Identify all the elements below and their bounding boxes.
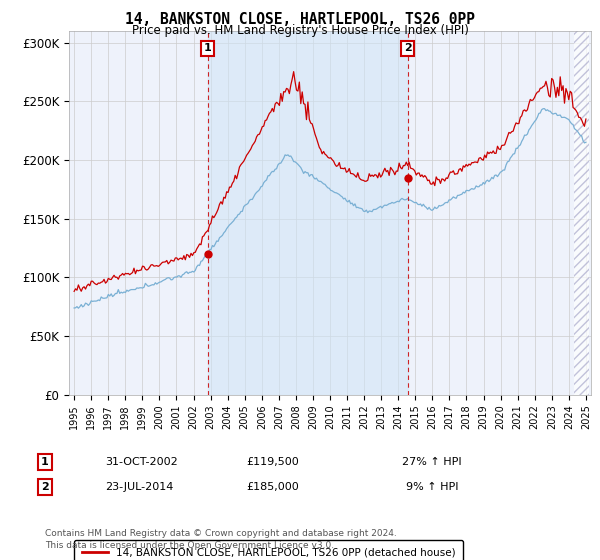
Text: 27% ↑ HPI: 27% ↑ HPI bbox=[402, 457, 462, 467]
Legend: 14, BANKSTON CLOSE, HARTLEPOOL, TS26 0PP (detached house), HPI: Average price, d: 14, BANKSTON CLOSE, HARTLEPOOL, TS26 0PP… bbox=[74, 540, 463, 560]
Text: 1: 1 bbox=[204, 44, 212, 53]
Text: Price paid vs. HM Land Registry's House Price Index (HPI): Price paid vs. HM Land Registry's House … bbox=[131, 24, 469, 37]
Bar bbox=[208, 31, 407, 395]
Text: 31-OCT-2002: 31-OCT-2002 bbox=[105, 457, 178, 467]
Text: 2: 2 bbox=[41, 482, 49, 492]
Text: £119,500: £119,500 bbox=[247, 457, 299, 467]
Text: 2: 2 bbox=[404, 44, 412, 53]
Text: 23-JUL-2014: 23-JUL-2014 bbox=[105, 482, 173, 492]
Text: 9% ↑ HPI: 9% ↑ HPI bbox=[406, 482, 458, 492]
Text: Contains HM Land Registry data © Crown copyright and database right 2024.: Contains HM Land Registry data © Crown c… bbox=[45, 529, 397, 538]
Text: This data is licensed under the Open Government Licence v3.0.: This data is licensed under the Open Gov… bbox=[45, 541, 334, 550]
Text: £185,000: £185,000 bbox=[247, 482, 299, 492]
Bar bbox=[574, 31, 589, 395]
Text: 1: 1 bbox=[41, 457, 49, 467]
Bar bbox=[574, 31, 591, 395]
Text: 14, BANKSTON CLOSE, HARTLEPOOL, TS26 0PP: 14, BANKSTON CLOSE, HARTLEPOOL, TS26 0PP bbox=[125, 12, 475, 27]
